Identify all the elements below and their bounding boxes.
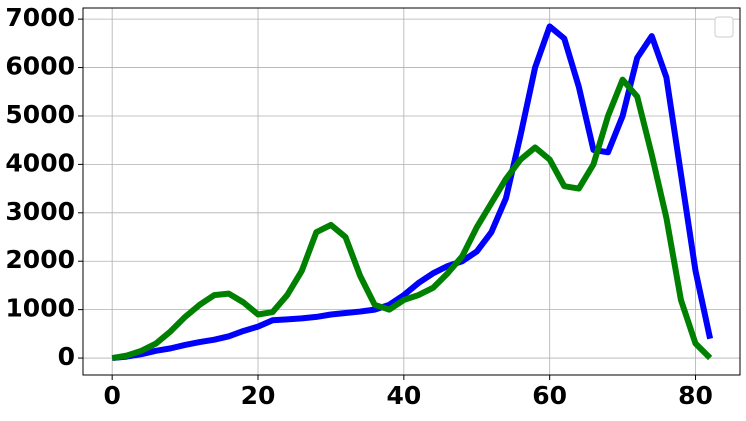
y-tick-label: 5000	[5, 100, 75, 129]
series-line	[111, 76, 713, 362]
y-tick-label: 7000	[5, 3, 75, 32]
tick-labels: 0 1000 2000 3000 4000 5000 6000 7000 0 20 40 60 80	[5, 3, 713, 410]
series-line	[111, 23, 714, 362]
x-tick-label: 80	[678, 381, 713, 410]
x-tick-label: 60	[532, 381, 567, 410]
y-tick-label: 0	[58, 342, 75, 371]
y-tick-label: 1000	[5, 294, 75, 323]
plot-frame	[82, 7, 741, 376]
x-tick-label: 0	[103, 381, 120, 410]
y-tick-label: 6000	[5, 52, 75, 81]
y-tick-label: 3000	[5, 197, 75, 226]
x-tick-label: 20	[241, 381, 276, 410]
x-tick-label: 40	[386, 381, 421, 410]
y-tick-label: 2000	[5, 245, 75, 274]
lines	[111, 23, 714, 362]
legend-box	[714, 16, 734, 38]
y-tick-label: 4000	[5, 148, 75, 177]
